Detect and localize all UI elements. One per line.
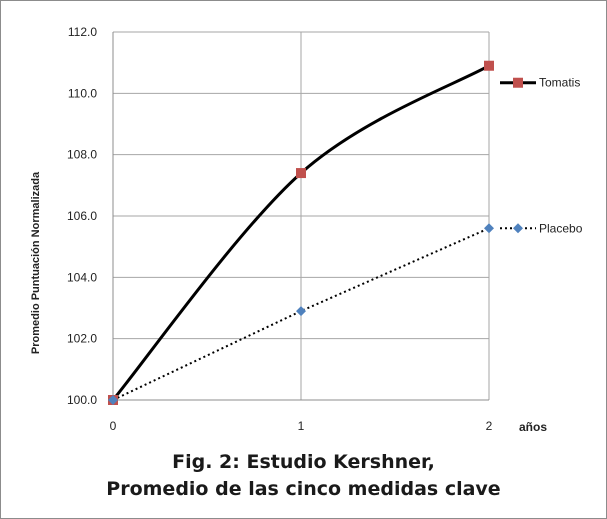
legend-label: Tomatis xyxy=(539,76,580,90)
y-tick-label: 100.0 xyxy=(67,393,97,407)
x-tick-label: 0 xyxy=(110,419,117,433)
y-tick-label: 112.0 xyxy=(68,25,97,39)
x-tick-label: 1 xyxy=(298,419,305,433)
caption-line-2: Promedio de las cinco medidas clave xyxy=(106,478,501,500)
legend-marker xyxy=(513,77,523,88)
x-tick-label: 2 xyxy=(486,419,493,433)
legend-label: Placebo xyxy=(539,221,583,235)
y-tick-label: 102.0 xyxy=(67,332,97,346)
data-point-placebo xyxy=(296,306,306,317)
y-tick-label: 104.0 xyxy=(67,270,97,284)
axes xyxy=(112,32,489,401)
caption-line-1: Fig. 2: Estudio Kershner, xyxy=(172,451,435,473)
y-tick-label: 108.0 xyxy=(67,148,97,162)
series-line-tomatis xyxy=(111,64,490,401)
x-axis-label: años xyxy=(519,420,547,434)
data-point-placebo xyxy=(108,395,118,405)
legend-marker xyxy=(513,223,523,234)
series-lines xyxy=(111,64,490,401)
legend-entry-tomatis: Tomatis xyxy=(500,76,580,90)
y-tick-labels: 100.0 102.0 104.0 106.0 108.0 110.0 112.0 xyxy=(67,25,97,407)
data-point-tomatis xyxy=(296,168,306,179)
figure-caption: Fig. 2: Estudio Kershner, Promedio de la… xyxy=(1,449,606,503)
x-tick-labels: 0 1 2 xyxy=(110,419,493,433)
grid-lines xyxy=(113,31,490,400)
series-markers xyxy=(108,60,494,405)
y-axis-label: Promedio Puntuación Normalizada xyxy=(30,171,42,354)
y-tick-label: 106.0 xyxy=(67,209,97,223)
data-point-placebo xyxy=(484,223,494,234)
y-tick-label: 110.0 xyxy=(68,86,97,100)
legend: Tomatis Placebo xyxy=(500,76,583,235)
legend-entry-placebo: Placebo xyxy=(500,221,583,235)
data-point-tomatis xyxy=(484,60,494,71)
